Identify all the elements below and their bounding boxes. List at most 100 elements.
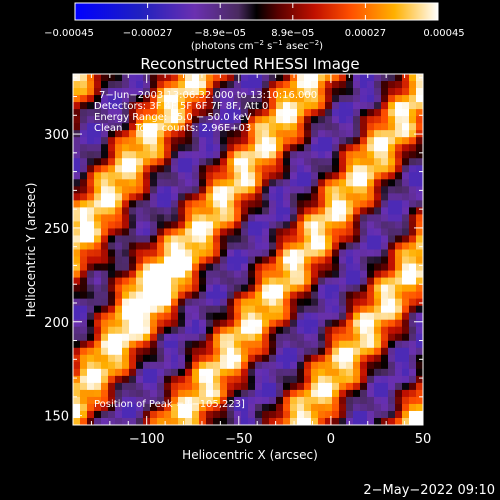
heatmap-cell <box>325 277 333 286</box>
heatmap-cell <box>171 312 179 321</box>
heatmap-cell <box>220 340 228 349</box>
heatmap-cell <box>80 298 88 307</box>
heatmap-cell <box>283 333 291 342</box>
heatmap-cell <box>416 382 424 391</box>
heatmap-cell <box>206 305 214 314</box>
heatmap-cell <box>339 410 347 419</box>
heatmap-cell <box>346 270 354 279</box>
heatmap-cell <box>164 235 172 243</box>
heatmap-cell <box>157 74 165 82</box>
heatmap-cell <box>185 277 193 286</box>
heatmap-cell <box>248 319 256 328</box>
heatmap-cell <box>241 382 249 391</box>
heatmap-cell <box>353 228 361 236</box>
heatmap-cell <box>416 396 424 405</box>
heatmap-cell <box>122 179 130 187</box>
heatmap-cell <box>283 375 291 384</box>
heatmap-cell <box>164 95 172 103</box>
heatmap-cell <box>73 249 81 258</box>
heatmap-cell <box>213 361 221 370</box>
heatmap-cell <box>339 172 347 180</box>
heatmap-cell <box>304 354 312 363</box>
heatmap-cell <box>311 263 319 272</box>
heatmap-cell <box>283 396 291 405</box>
heatmap-cell <box>94 109 102 117</box>
heatmap-cell <box>150 326 158 335</box>
heatmap-cell <box>206 249 214 258</box>
heatmap-cell <box>227 151 235 159</box>
heatmap-cell <box>262 214 270 222</box>
heatmap-cell <box>143 403 151 412</box>
heatmap-cell <box>360 81 368 89</box>
heatmap-cell <box>311 193 319 201</box>
heatmap-cell <box>220 200 228 208</box>
heatmap-cell <box>332 270 340 279</box>
heatmap-cell <box>269 228 277 236</box>
heatmap-cell <box>227 375 235 384</box>
heatmap-cell <box>80 256 88 265</box>
heatmap-cell <box>388 305 396 314</box>
heatmap-cell <box>269 277 277 286</box>
heatmap-cell <box>220 305 228 314</box>
heatmap-cell <box>276 95 284 103</box>
colorbar-tick-label: −0.00045 <box>44 28 94 39</box>
heatmap-cell <box>234 403 242 412</box>
heatmap-cell <box>143 410 151 419</box>
heatmap-cell <box>318 179 326 187</box>
heatmap-cell <box>171 396 179 405</box>
heatmap-cell <box>269 102 277 110</box>
heatmap-cell <box>171 375 179 384</box>
heatmap-cell <box>269 410 277 419</box>
heatmap-cell <box>318 291 326 300</box>
heatmap-cell <box>206 207 214 215</box>
heatmap-cell <box>297 193 305 201</box>
heatmap-cell <box>367 186 375 194</box>
heatmap-cell <box>409 375 417 384</box>
heatmap-cell <box>171 109 179 117</box>
heatmap-cell <box>199 242 207 250</box>
heatmap-cell <box>283 130 291 138</box>
heatmap-cell <box>185 263 193 272</box>
heatmap-cell <box>332 179 340 187</box>
heatmap-cell <box>220 354 228 363</box>
heatmap-cell <box>164 298 172 307</box>
heatmap-cell <box>213 410 221 419</box>
heatmap-cell <box>388 263 396 272</box>
heatmap-cell <box>248 263 256 272</box>
heatmap-cell <box>136 277 144 286</box>
heatmap-cell <box>255 102 263 110</box>
heatmap-cell <box>143 102 151 110</box>
heatmap-cell <box>416 368 424 377</box>
heatmap-cell <box>318 396 326 405</box>
heatmap-cell <box>416 361 424 370</box>
heatmap-cell <box>178 389 186 398</box>
heatmap-cell <box>234 417 242 426</box>
heatmap-cell <box>311 382 319 391</box>
heatmap-cell <box>353 207 361 215</box>
heatmap-cell <box>290 256 298 265</box>
heatmap-cell <box>255 368 263 377</box>
heatmap-cell <box>199 284 207 293</box>
heatmap-cell <box>332 186 340 194</box>
heatmap-cell <box>409 214 417 222</box>
heatmap-cell <box>234 172 242 180</box>
heatmap-cell <box>129 277 137 286</box>
heatmap-cell <box>388 368 396 377</box>
heatmap-cell <box>73 81 81 89</box>
heatmap-cell <box>199 193 207 201</box>
heatmap-cell <box>87 165 95 173</box>
heatmap-cell <box>276 123 284 131</box>
heatmap-cell <box>108 256 116 265</box>
heatmap-cell <box>339 347 347 356</box>
heatmap-cell <box>255 249 263 258</box>
heatmap-cell <box>311 375 319 384</box>
heatmap-cell <box>122 340 130 349</box>
heatmap-cell <box>276 109 284 117</box>
heatmap-cell <box>332 249 340 258</box>
heatmap-cell <box>234 151 242 159</box>
heatmap-cell <box>192 200 200 208</box>
heatmap-cell <box>395 263 403 272</box>
heatmap-cell <box>374 249 382 258</box>
heatmap-cell <box>108 382 116 391</box>
heatmap-cell <box>395 235 403 243</box>
